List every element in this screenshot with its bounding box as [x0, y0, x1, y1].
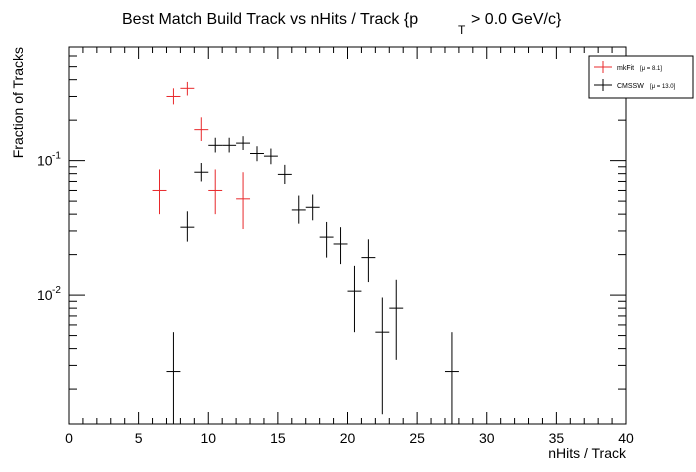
legend-entry-cmssw: CMSSW [μ = 13.0]: [594, 79, 676, 91]
y-tick-label-base: 10: [37, 153, 53, 169]
x-tick-label: 15: [270, 430, 286, 446]
data-point: [375, 297, 390, 415]
data-point: [291, 195, 306, 224]
x-tick-label: 40: [618, 430, 634, 446]
legend-label-mkfit: mkFit: [617, 65, 634, 72]
x-axis-label: nHits / Track: [548, 445, 627, 461]
data-point: [166, 88, 181, 105]
y-axis-label: Fraction of Tracks: [10, 47, 26, 158]
x-tick-label: 0: [65, 430, 73, 446]
data-point: [333, 227, 348, 265]
data-point: [166, 332, 181, 424]
data-point: [236, 136, 251, 150]
data-point: [263, 148, 278, 165]
series-cmssw: [166, 136, 459, 424]
data-point: [277, 164, 292, 185]
data-point: [347, 265, 362, 333]
chart-title-subscript: T: [458, 23, 466, 37]
data-point: [389, 279, 404, 360]
y-tick-label-base: 10: [37, 287, 53, 303]
legend-stat-cmssw: [μ = 13.0]: [650, 84, 676, 90]
legend: mkFit [μ = 8.1] CMSSW [μ = 13.0]: [588, 55, 694, 99]
x-tick-label: 20: [340, 430, 356, 446]
data-point: [180, 211, 195, 242]
data-point: [152, 169, 167, 215]
x-tick-label: 25: [409, 430, 425, 446]
legend-entry-mkfit: mkFit [μ = 8.1]: [594, 61, 662, 73]
x-tick-label: 5: [135, 430, 143, 446]
data-point: [194, 163, 209, 182]
y-tick-label-exponent: -2: [52, 285, 61, 296]
x-tick-label: 30: [479, 430, 495, 446]
data-point: [222, 137, 237, 153]
data-point: [361, 239, 376, 283]
legend-label-cmssw: CMSSW: [617, 83, 644, 90]
data-point: [319, 221, 334, 258]
chart-title: Best Match Build Track vs nHits / Track …: [122, 11, 562, 37]
data-point: [305, 194, 320, 221]
chart-title-main: Best Match Build Track vs nHits / Track …: [122, 11, 418, 28]
y-tick-label-exponent: -1: [52, 151, 61, 162]
x-tick-label: 10: [200, 430, 216, 446]
chart-title-rest: > 0.0 GeV/c}: [471, 11, 562, 28]
x-axis: 0 5 10 15 20 25 30 35 40: [65, 47, 634, 446]
legend-stat-mkfit: [μ = 8.1]: [640, 66, 662, 72]
y-axis: 10-210-1: [37, 55, 626, 390]
data-point: [194, 117, 209, 141]
data-point: [208, 169, 223, 215]
data-point: [208, 137, 223, 153]
data-point: [180, 81, 195, 96]
x-tick-label: 35: [549, 430, 565, 446]
data-series: [152, 81, 459, 424]
series-mkfit: [152, 81, 251, 230]
data-point: [250, 146, 264, 162]
data-point: [444, 332, 459, 424]
data-point: [236, 172, 251, 230]
legend-box: [588, 55, 694, 99]
